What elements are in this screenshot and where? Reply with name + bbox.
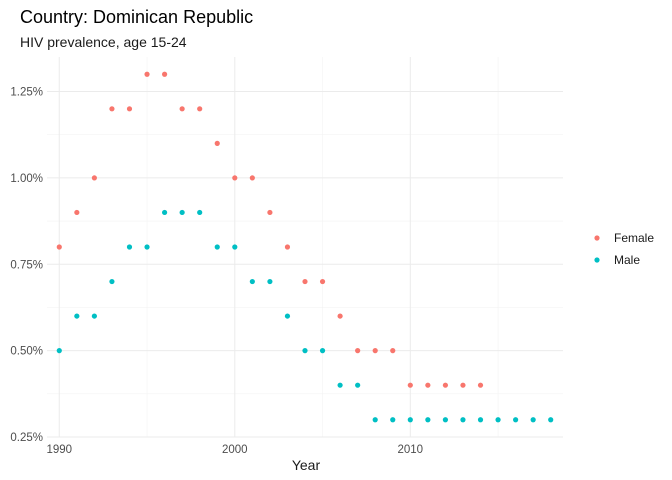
point-male xyxy=(425,417,431,423)
point-male xyxy=(144,244,150,250)
point-female xyxy=(179,106,185,112)
chart-title: Country: Dominican Republic xyxy=(20,7,253,27)
point-female xyxy=(91,175,97,181)
legend-label-male: Male xyxy=(614,253,640,267)
x-tick-label: 1990 xyxy=(46,444,72,456)
y-tick-label: 1.00% xyxy=(10,173,43,185)
legend-label-female: Female xyxy=(614,231,654,245)
y-tick-label: 0.50% xyxy=(10,346,43,358)
point-male xyxy=(214,244,220,250)
point-male xyxy=(407,417,413,423)
point-female xyxy=(249,175,255,181)
point-male xyxy=(284,313,291,319)
point-male xyxy=(477,417,484,423)
legend-key-male xyxy=(594,257,600,263)
point-female xyxy=(407,382,413,388)
point-male xyxy=(442,417,449,423)
point-female xyxy=(302,278,308,285)
point-male xyxy=(495,417,501,423)
point-male xyxy=(460,417,466,423)
x-tick-label: 2010 xyxy=(398,444,424,456)
point-male xyxy=(548,417,554,423)
point-male xyxy=(372,417,378,423)
y-tick-label: 0.75% xyxy=(10,259,43,271)
legend-key-female xyxy=(594,235,600,241)
point-male xyxy=(109,278,115,285)
point-female xyxy=(126,106,133,112)
point-female xyxy=(337,313,343,319)
point-female xyxy=(197,106,203,112)
point-female xyxy=(56,244,62,250)
point-male xyxy=(302,348,308,354)
point-female xyxy=(477,382,484,388)
y-tick-label: 1.25% xyxy=(10,87,43,99)
legend: Female Male xyxy=(594,231,654,267)
point-male xyxy=(179,209,185,216)
point-male xyxy=(337,382,343,388)
point-female xyxy=(425,382,431,388)
point-male xyxy=(232,244,238,250)
point-female xyxy=(372,348,378,354)
data-points xyxy=(56,71,554,423)
point-female xyxy=(109,106,115,112)
point-female xyxy=(232,175,238,181)
point-male xyxy=(355,382,361,388)
point-female xyxy=(74,209,80,216)
point-female xyxy=(442,382,449,388)
x-axis-ticks: 1990 2000 2010 xyxy=(46,444,423,456)
point-female xyxy=(390,348,396,354)
point-female xyxy=(267,209,273,216)
x-tick-label: 2000 xyxy=(222,444,248,456)
chart-subtitle: HIV prevalence, age 15-24 xyxy=(20,34,187,50)
point-male xyxy=(126,244,133,250)
point-female xyxy=(214,140,220,146)
point-female xyxy=(161,71,168,77)
point-female xyxy=(144,71,150,77)
point-male xyxy=(91,313,97,319)
point-female xyxy=(284,244,291,250)
point-male xyxy=(56,348,62,354)
point-male xyxy=(161,209,168,216)
point-female xyxy=(460,382,466,388)
gridlines xyxy=(47,57,563,438)
x-axis-label: Year xyxy=(292,457,321,473)
y-tick-label: 0.25% xyxy=(10,432,43,444)
point-male xyxy=(530,417,536,423)
point-female xyxy=(355,348,361,354)
y-axis-ticks: 0.25% 0.50% 0.75% 1.00% 1.25% xyxy=(10,87,43,444)
point-male xyxy=(197,209,203,216)
point-male xyxy=(319,348,326,354)
point-male xyxy=(390,417,396,423)
point-male xyxy=(74,313,80,319)
point-male xyxy=(513,417,519,423)
point-male xyxy=(249,278,255,285)
point-female xyxy=(319,278,326,285)
point-male xyxy=(267,278,273,285)
